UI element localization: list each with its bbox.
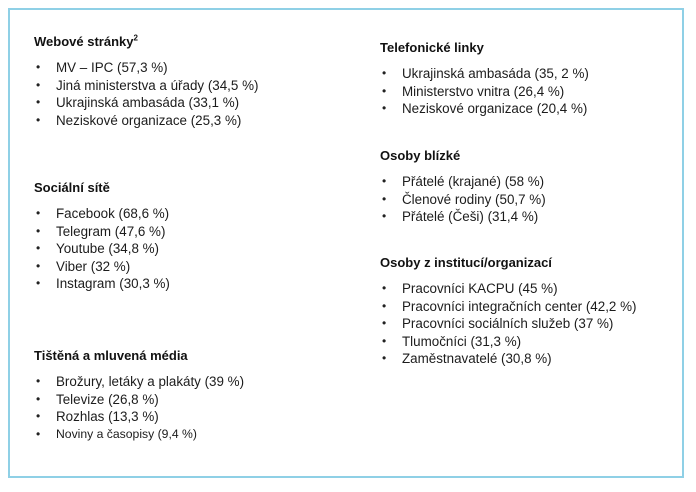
institution-persons-list: • Pracovníci KACPU (45 %) • Pracovníci int… <box>380 280 680 368</box>
list-item: • Tlumočníci (31,3 %) <box>382 333 522 349</box>
list-item: • Přátelé (krajané) (58 %) <box>382 174 545 189</box>
list-item: • Pracovníci integračních center (42,2 %) <box>382 298 637 314</box>
section-print-media: Tištěná a mluvená média • Brožury, letáky… <box>34 348 364 443</box>
list-item: • Televize (26,8 %) <box>36 391 159 407</box>
list-item: • Jiná ministerstva a úřady (34,5 %) <box>36 77 259 93</box>
list-item: • Instagram (30,3 %) <box>36 276 170 291</box>
section-institution-persons: Osoby z institucí/organizací • Pracovníci… <box>380 255 680 368</box>
list-item: • Ukrajinská ambasáda (33,1 %) <box>36 95 240 110</box>
section-phone-lines: Telefonické linky • Ukrajinská ambasáda (… <box>380 40 680 118</box>
section-heading: Sociální sítě <box>34 180 110 195</box>
list-item: • Telegram (47,6 %) <box>36 223 166 239</box>
list-item: • Pracovníci sociálních služeb (37 %) <box>382 316 614 331</box>
list-item: • Neziskové organizace (20,4 %) <box>382 101 588 116</box>
websites-list: • MV – IPC (57,3 %) • Jiná ministerstva a … <box>34 59 364 129</box>
list-item: • Zaměstnavatelé (30,8 %) <box>382 351 552 366</box>
list-item: • Viber (32 %) <box>36 258 131 274</box>
list-item: • Rozhlas (13,3 %) <box>36 409 159 424</box>
list-item: • Facebook (68,6 %) <box>36 206 170 221</box>
list-item: • Pracovníci KACPU (45 %) <box>382 281 558 296</box>
list-item: • Ministerstvo vnitra (26,4 %) <box>382 83 565 99</box>
section-social-networks: Sociální sítě • Facebook (68,6 %) • Telegr… <box>34 180 364 293</box>
list-item: • Youtube (34,8 %) <box>36 241 159 256</box>
list-item: • Přátelé (Češi) (31,4 %) <box>382 209 539 224</box>
section-websites: Webové stránky2 • MV – IPC (57,3 %) • Jiná… <box>34 34 364 129</box>
list-item: • Noviny a časopisy (9,4 %) <box>36 426 197 441</box>
list-item: • MV – IPC (57,3 %) <box>36 60 168 75</box>
list-item: • Neziskové organizace (25,3 %) <box>36 112 242 128</box>
phone-lines-list: • Ukrajinská ambasáda (35, 2 %) • Minister… <box>380 65 680 118</box>
info-sources-box: Webové stránky2 • MV – IPC (57,3 %) • Jiná… <box>8 8 684 478</box>
list-item: • Členové rodiny (50,7 %) <box>382 191 546 207</box>
section-heading: Osoby z institucí/organizací <box>380 255 552 270</box>
section-close-persons: Osoby blízké • Přátelé (krajané) (58 %) •… <box>380 148 680 226</box>
section-heading: Osoby blízké <box>380 148 461 163</box>
list-item: • Ukrajinská ambasáda (35, 2 %) <box>382 66 589 81</box>
close-persons-list: • Přátelé (krajané) (58 %) • Členové rodin… <box>380 173 680 226</box>
social-networks-list: • Facebook (68,6 %) • Telegram (47,6 %) • Y… <box>34 205 364 293</box>
section-heading: Telefonické linky <box>380 40 484 55</box>
section-heading: Tištěná a mluvená média <box>34 348 188 363</box>
list-item: • Brožury, letáky a plakáty (39 %) <box>36 374 245 389</box>
footnote-mark: 2 <box>133 33 138 43</box>
section-heading: Webové stránky2 <box>34 33 138 49</box>
print-media-list: • Brožury, letáky a plakáty (39 %) • Telev… <box>34 373 364 443</box>
